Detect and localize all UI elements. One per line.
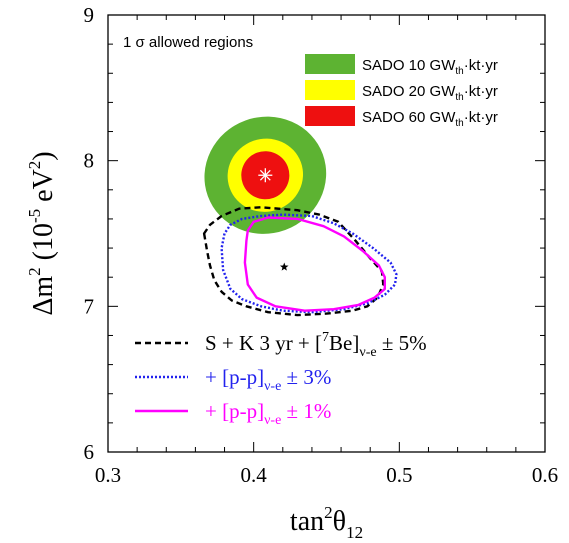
x-axis-label: tan2θ12 — [290, 503, 363, 542]
x-tick-label: 0.6 — [532, 463, 558, 487]
contour-series-3 — [243, 216, 386, 312]
legend-sado: SADO 10 GWth·kt·yr SADO 20 GWth·kt·yr SADO… — [305, 54, 498, 129]
y-axis-label-close: ) — [28, 151, 59, 160]
legend-sado-label: SADO 60 GWth·kt·yr — [362, 109, 498, 129]
legend-sado-label: SADO 20 GWth·kt·yr — [362, 83, 498, 103]
y-tick-label: 6 — [84, 440, 95, 464]
y-axis-label-sup2: 2 — [25, 267, 44, 276]
axis-tick-labels: 0.3 0.4 0.5 0.6 6 7 8 9 — [84, 3, 559, 487]
x-tick-label: 0.3 — [95, 463, 121, 487]
legend-contour-label: S + K 3 yr + [7Be]ν-e ± 5% — [205, 330, 427, 360]
y-axis-label-unit: eV — [28, 169, 59, 209]
y-tick-label: 9 — [84, 3, 95, 27]
x-axis-label-theta: θ — [333, 506, 346, 537]
y-axis-label-sup-unit: 2 — [25, 161, 44, 170]
x-tick-label: 0.5 — [386, 463, 412, 487]
legend-contour-label: + [p-p]ν-e ± 1% — [205, 399, 331, 428]
y-tick-label: 7 — [84, 294, 95, 318]
sk-best-fit-marker — [279, 262, 289, 271]
panel-title: 1 σ allowed regions — [123, 34, 253, 51]
legend-sado-swatch — [305, 54, 355, 74]
legend-contour-label: + [p-p]ν-e ± 3% — [205, 365, 331, 394]
contour-series-1 — [202, 206, 385, 317]
legend-sado-swatch — [305, 106, 355, 126]
best-fit-markers — [258, 168, 289, 271]
y-axis-label-dm: Δm — [28, 276, 59, 316]
x-axis-label-sub: 12 — [346, 523, 363, 542]
legend-sado-label: SADO 10 GWth·kt·yr — [362, 57, 498, 77]
y-axis-label-open: (10 — [28, 223, 59, 267]
legend-sado-swatch — [305, 80, 355, 100]
y-tick-label: 8 — [84, 149, 95, 173]
x-tick-label: 0.4 — [241, 463, 268, 487]
x-axis-label-base: tan — [290, 506, 324, 537]
axis-ticks — [107, 14, 546, 453]
plot-frame — [107, 14, 546, 453]
sado-best-fit-marker — [258, 168, 273, 183]
y-axis-label-exp: -5 — [25, 209, 44, 223]
legend-contours: S + K 3 yr + [7Be]ν-e ± 5% + [p-p]ν-e ± 3… — [135, 330, 427, 428]
y-axis-label: Δm2 (10-5 eV2) — [25, 151, 59, 315]
x-axis-label-sup: 2 — [324, 503, 333, 522]
contour-curves — [202, 206, 398, 317]
